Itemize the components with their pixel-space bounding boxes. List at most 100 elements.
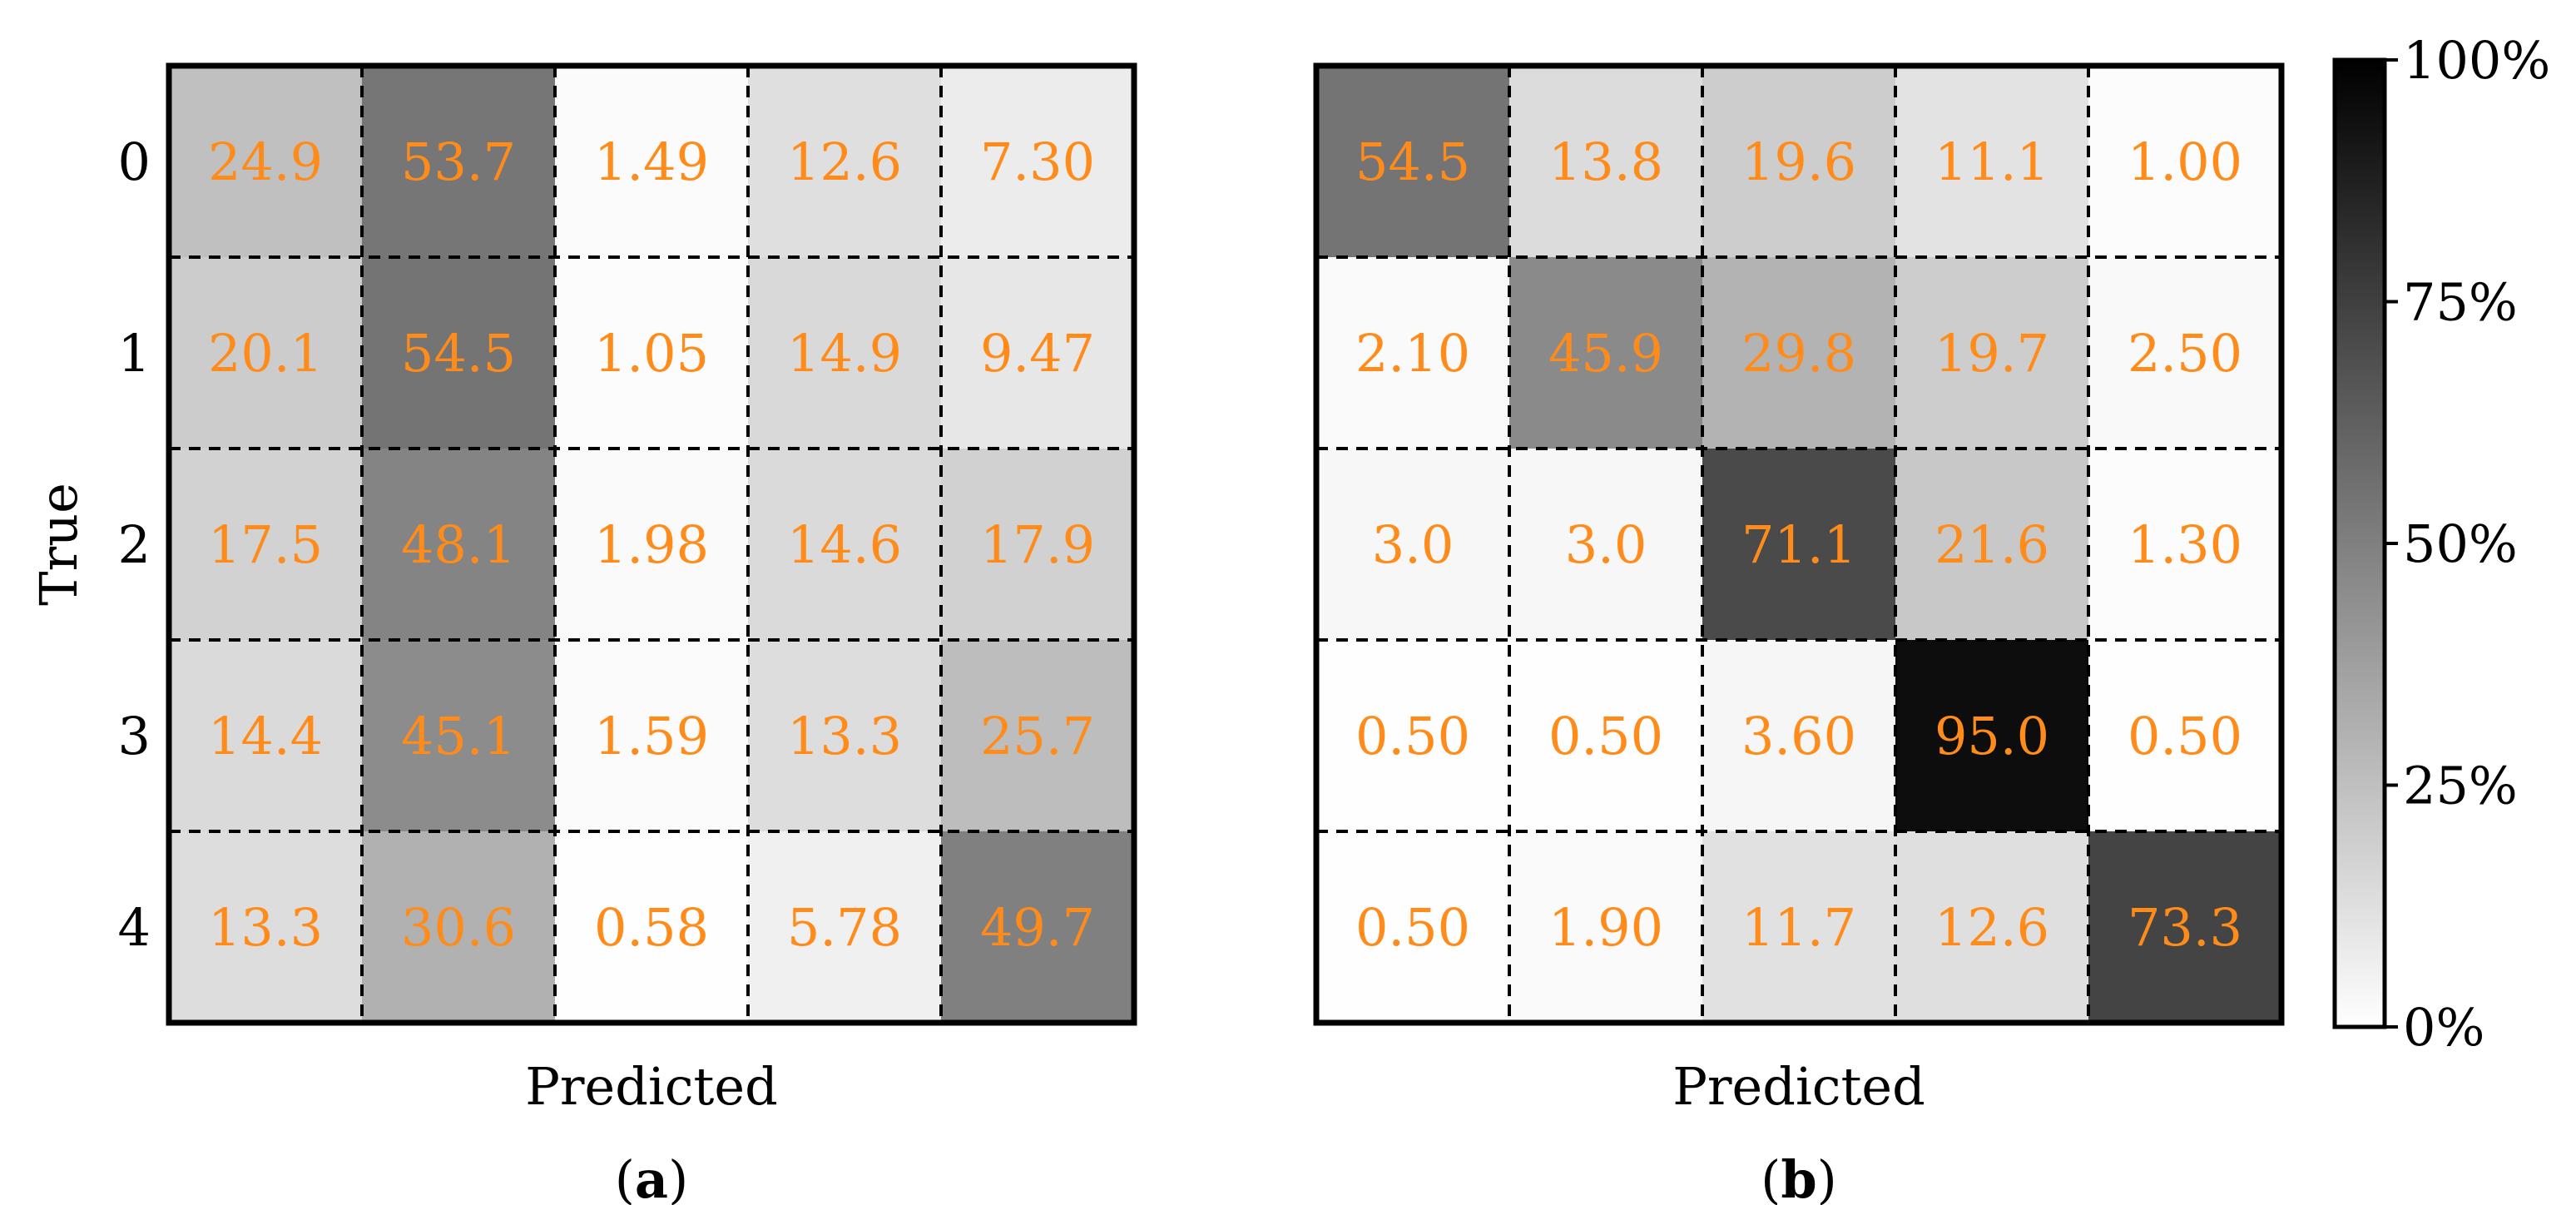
- matrix-a-cell-r1-c0: [169, 257, 362, 449]
- matrix-a-row-tick-labels: 0 1 2 3 4: [118, 131, 151, 958]
- matrix-a-cell-r2-c0: [169, 449, 362, 640]
- matrix-b-cell-r0-c1: [1509, 66, 1702, 257]
- matrix-b-cell-r2-c1: [1509, 449, 1702, 640]
- matrix-b-value-r0-c3: 11.1: [1934, 131, 2049, 192]
- matrix-a-cell-r4-c4: [941, 831, 1134, 1023]
- colorbar-ticks: 0% 25% 50% 75% 100%: [2385, 30, 2550, 1058]
- matrix-a-cell-r3-c2: [555, 640, 748, 831]
- matrix-a-value-r3-c1: 45.1: [401, 706, 516, 766]
- matrix-b-cell-r2-c3: [1895, 449, 2088, 640]
- matrix-a-value-r2-c4: 17.9: [980, 514, 1095, 575]
- matrix-b-gridlines: [1316, 66, 2281, 1023]
- matrix-a-cell-r4-c0: [169, 831, 362, 1023]
- matrix-b-cell-r1-c1: [1509, 257, 1702, 449]
- matrix-b-value-r0-c1: 13.8: [1548, 131, 1663, 192]
- colorbar-tick-label-3: 75%: [2403, 272, 2518, 333]
- matrix-a-cell-r3-c4: [941, 640, 1134, 831]
- matrix-b-value-r0-c0: 54.5: [1355, 131, 1470, 192]
- matrix-a-value-r0-c1: 53.7: [401, 131, 516, 192]
- matrix-a-value-r3-c2: 1.59: [594, 706, 709, 766]
- matrix-a-cell-r0-c1: [362, 66, 555, 257]
- confusion-matrix-b: 54.5 13.8 19.6 11.1 1.00 2.10 45.9 29.8 19.7 2.50…: [1313, 62, 2285, 1205]
- matrix-a-cell-r2-c2: [555, 449, 748, 640]
- matrix-b-value-r3-c0: 0.50: [1355, 706, 1470, 766]
- matrix-b-value-r1-c0: 2.10: [1355, 323, 1470, 384]
- matrix-a-value-r4-c3: 5.78: [787, 897, 902, 958]
- matrix-b-value-r4-c4: 73.3: [2128, 897, 2242, 958]
- matrix-a-value-r3-c0: 14.4: [208, 706, 323, 766]
- matrix-a-cell-r3-c0: [169, 640, 362, 831]
- confusion-matrix-a: 24.9 53.7 1.49 12.6 7.30 20.1 54.5 1.05 14.9 9.47…: [28, 62, 1137, 1205]
- matrix-a-value-r0-c0: 24.9: [208, 131, 323, 192]
- matrix-a-cell-r4-c2: [555, 831, 748, 1023]
- colorbar-tick-label-4: 100%: [2403, 30, 2550, 91]
- matrix-a-value-r4-c0: 13.3: [208, 897, 323, 958]
- matrix-b-value-r1-c2: 29.8: [1741, 323, 1856, 384]
- matrix-b-value-r2-c1: 3.0: [1565, 514, 1647, 575]
- matrix-b-cell-r3-c0: [1316, 640, 1509, 831]
- matrix-a-value-r4-c2: 0.58: [594, 897, 709, 958]
- matrix-b-value-r3-c1: 0.50: [1548, 706, 1663, 766]
- matrix-a-frame: [166, 62, 1137, 1026]
- matrix-a-x-axis-label: Predicted: [525, 1056, 778, 1117]
- matrix-a-value-r1-c0: 20.1: [208, 323, 323, 384]
- matrix-a-cell-r0-c2: [555, 66, 748, 257]
- matrix-a-row-label-1: 1: [118, 323, 151, 384]
- matrix-b-cell-r2-c4: [2088, 449, 2281, 640]
- matrix-a-row-label-4: 4: [118, 897, 151, 958]
- matrix-a-cell-r3-c1: [362, 640, 555, 831]
- matrix-a-value-r2-c2: 1.98: [594, 514, 709, 575]
- matrix-b-value-r3-c4: 0.50: [2128, 706, 2242, 766]
- colorbar-tick-label-1: 25%: [2403, 756, 2518, 816]
- matrix-b-value-r4-c2: 11.7: [1741, 897, 1856, 958]
- matrix-b-cell-r4-c1: [1509, 831, 1702, 1023]
- matrix-b-value-r2-c2: 71.1: [1741, 514, 1856, 575]
- matrix-a-cell-r0-c3: [748, 66, 941, 257]
- matrix-a-cell-r2-c1: [362, 449, 555, 640]
- matrix-b-cell-r4-c2: [1702, 831, 1895, 1023]
- panel-a-label: (a): [615, 1149, 689, 1205]
- colorbar-gradient: [2332, 57, 2387, 1029]
- matrix-a-cell-r0-c0: [169, 66, 362, 257]
- matrix-a-row-label-3: 3: [118, 706, 151, 766]
- matrix-a-value-r0-c4: 7.30: [980, 131, 1095, 192]
- matrix-a-value-r4-c4: 49.7: [980, 897, 1095, 958]
- matrix-b-cell-r0-c0: [1316, 66, 1509, 257]
- matrix-b-value-r0-c4: 1.00: [2128, 131, 2242, 192]
- matrix-a-cell-r1-c2: [555, 257, 748, 449]
- matrix-a-value-r1-c3: 14.9: [787, 323, 902, 384]
- matrix-a-cell-r1-c1: [362, 257, 555, 449]
- matrix-a-row-label-2: 2: [118, 514, 151, 575]
- matrix-b-cells: [1316, 66, 2281, 1023]
- matrix-b-cell-r3-c4: [2088, 640, 2281, 831]
- matrix-b-cell-r1-c2: [1702, 257, 1895, 449]
- matrix-b-value-r1-c1: 45.9: [1548, 323, 1663, 384]
- matrix-b-cell-r3-c3: [1895, 640, 2088, 831]
- matrix-a-value-r1-c1: 54.5: [401, 323, 516, 384]
- matrix-b-cell-r1-c4: [2088, 257, 2281, 449]
- matrix-a-cell-r3-c3: [748, 640, 941, 831]
- panel-b-label: (b): [1761, 1149, 1837, 1205]
- matrix-a-row-label-0: 0: [118, 131, 151, 192]
- matrix-b-x-axis-label: Predicted: [1672, 1056, 1925, 1117]
- matrix-b-value-r1-c4: 2.50: [2128, 323, 2242, 384]
- matrix-b-cell-r4-c0: [1316, 831, 1509, 1023]
- matrix-a-cell-r4-c1: [362, 831, 555, 1023]
- matrix-b-cell-r4-c4: [2088, 831, 2281, 1023]
- matrix-b-cell-r4-c3: [1895, 831, 2088, 1023]
- matrix-b-frame: [1313, 62, 2285, 1026]
- matrix-a-cell-r2-c4: [941, 449, 1134, 640]
- matrix-b-cell-r2-c2: [1702, 449, 1895, 640]
- matrix-b-value-r1-c3: 19.7: [1934, 323, 2049, 384]
- matrix-a-gridlines: [169, 66, 1134, 1023]
- matrix-b-value-labels: 54.5 13.8 19.6 11.1 1.00 2.10 45.9 29.8 19.7 2.50…: [1355, 131, 2242, 958]
- matrix-b-cell-r2-c0: [1316, 449, 1509, 640]
- colorbar-tick-label-2: 50%: [2403, 513, 2518, 574]
- matrix-a-value-labels: 24.9 53.7 1.49 12.6 7.30 20.1 54.5 1.05 14.9 9.47…: [208, 131, 1095, 958]
- matrix-b-value-r4-c0: 0.50: [1355, 897, 1470, 958]
- matrix-b-value-r2-c0: 3.0: [1372, 514, 1454, 575]
- matrix-a-value-r1-c2: 1.05: [594, 323, 709, 384]
- matrix-b-value-r2-c3: 21.6: [1934, 514, 2049, 575]
- matrix-a-value-r0-c3: 12.6: [787, 131, 902, 192]
- matrix-a-cell-r4-c3: [748, 831, 941, 1023]
